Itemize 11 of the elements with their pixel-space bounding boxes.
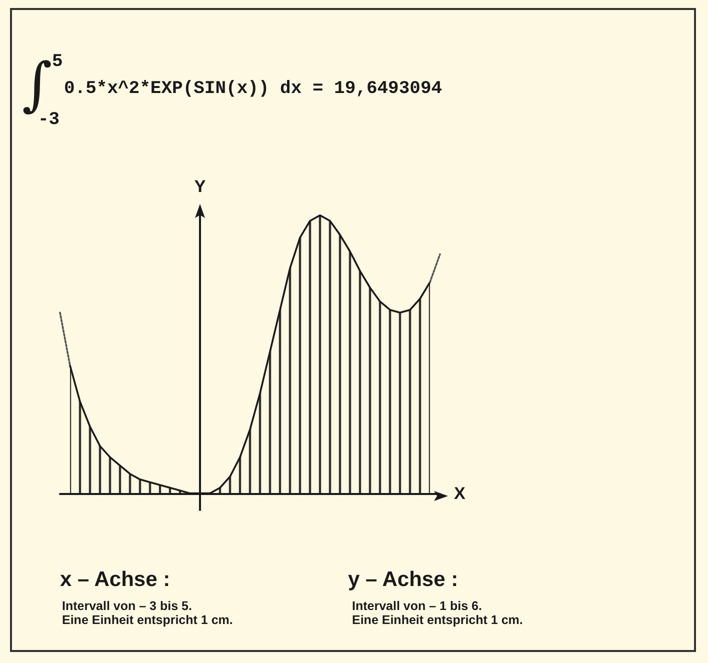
text: -3 xyxy=(38,110,60,130)
x-axis-title: X xyxy=(454,484,466,503)
text: y – Achse : xyxy=(348,568,458,592)
text: 5 xyxy=(52,52,63,72)
text: Intervall von – 1 bis 6. xyxy=(352,599,482,613)
chart-title: 0.5*x^2*EXP(SIN(x)) dx = 19,6493094 xyxy=(64,79,442,99)
text: Eine Einheit entspricht 1 cm. xyxy=(62,613,233,627)
y-axis-title: Y xyxy=(194,177,206,196)
text: Eine Einheit entspricht 1 cm. xyxy=(352,613,523,627)
text: x – Achse : xyxy=(60,568,170,592)
text: Intervall von – 3 bis 5. xyxy=(62,599,192,613)
